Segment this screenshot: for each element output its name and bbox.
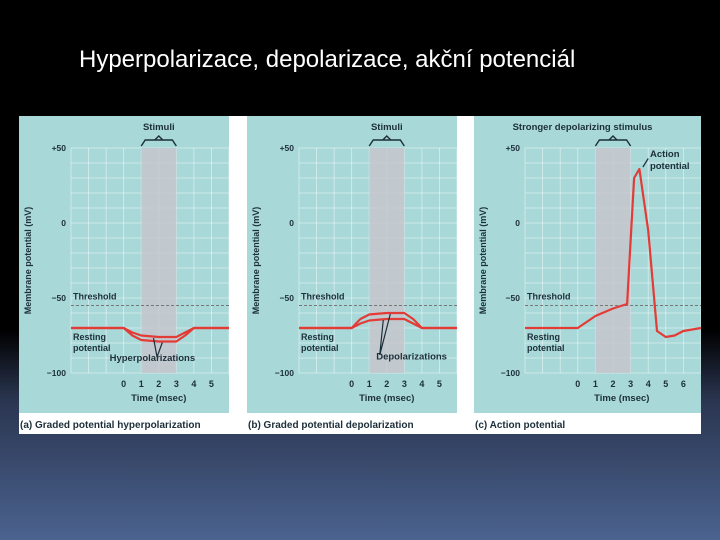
x-tick-label: 5 xyxy=(437,379,442,389)
stimulus-band xyxy=(141,148,177,373)
y-tick-label: +50 xyxy=(280,143,295,153)
x-tick-label: 4 xyxy=(419,379,424,389)
threshold-label: Threshold xyxy=(301,292,345,302)
panel-caption: (b) Graded potential depolarization xyxy=(248,420,414,431)
x-tick-label: 3 xyxy=(174,379,179,389)
stimulus-label: Stimuli xyxy=(143,122,175,133)
x-axis-label: Time (msec) xyxy=(131,393,186,404)
annotation-pointer xyxy=(152,337,163,358)
y-tick-label: +50 xyxy=(52,143,67,153)
figure-panels: Stimuli Threshold Resting potential +50 0 −50−… xyxy=(19,116,701,434)
x-tick-label: 0 xyxy=(349,379,354,389)
series-line-1 xyxy=(525,167,701,339)
y-tick-label: 0 xyxy=(61,218,66,228)
panel-caption: (c) Action potential xyxy=(475,420,565,431)
x-axis-label: Time (msec) xyxy=(594,393,649,404)
y-axis-label: Membrane potential (mV) xyxy=(478,207,488,315)
stimulus-band xyxy=(369,148,405,373)
threshold-label: Threshold xyxy=(73,292,117,302)
y-tick-label: 0 xyxy=(515,218,520,228)
y-tick-label: −100 xyxy=(501,368,520,378)
graded-and-action-potential-charts: StimuliThresholdRestingpotential+500−50−… xyxy=(19,116,701,431)
stimulus-bracket xyxy=(368,139,405,147)
stimulus-bracket-tip xyxy=(382,135,392,141)
resting-label: Resting xyxy=(301,332,334,342)
x-tick-label: 3 xyxy=(628,379,633,389)
annotation-pointer xyxy=(642,158,649,168)
resting-label: potential xyxy=(527,343,565,353)
y-tick-label: 0 xyxy=(289,218,294,228)
x-tick-label: 3 xyxy=(402,379,407,389)
panel-caption: (a) Graded potential hyperpolarization xyxy=(20,420,201,431)
annotation-label: Hyperpolarizations xyxy=(110,353,196,364)
x-tick-label: 2 xyxy=(610,379,615,389)
stimulus-label: Stimuli xyxy=(371,122,403,133)
x-axis-label: Time (msec) xyxy=(359,393,414,404)
threshold-label: Threshold xyxy=(527,292,571,302)
annotation-label: potential xyxy=(650,161,690,172)
x-tick-label: 5 xyxy=(663,379,668,389)
series-line-2 xyxy=(299,311,457,330)
annotation-label: Depolarizations xyxy=(376,352,447,363)
x-tick-label: 4 xyxy=(191,379,196,389)
x-tick-label: 0 xyxy=(575,379,580,389)
stimulus-bracket-tip xyxy=(154,135,164,141)
x-tick-label: 4 xyxy=(646,379,651,389)
y-tick-label: +50 xyxy=(506,143,521,153)
y-tick-label: −50 xyxy=(52,293,67,303)
resting-label: Resting xyxy=(73,332,106,342)
y-axis-label: Membrane potential (mV) xyxy=(251,207,261,315)
stimulus-label: Stronger depolarizing stimulus xyxy=(513,122,653,133)
y-tick-label: −100 xyxy=(275,368,294,378)
resting-label: potential xyxy=(301,343,339,353)
annotation-pointer xyxy=(379,313,391,356)
stimulus-band xyxy=(595,148,631,373)
resting-label: Resting xyxy=(527,332,560,342)
slide-title: Hyperpolarizace, depolarizace, akční pot… xyxy=(79,46,576,73)
y-tick-label: −50 xyxy=(506,293,521,303)
x-tick-label: 2 xyxy=(156,379,161,389)
chart-panel-3: Stronger depolarizing stimulus Threshold R… xyxy=(474,116,701,431)
y-tick-label: −50 xyxy=(280,293,295,303)
panel-background xyxy=(474,116,701,413)
x-tick-label: 1 xyxy=(139,379,144,389)
y-axis-label: Membrane potential (mV) xyxy=(23,207,33,315)
stimulus-bracket-tip xyxy=(608,135,618,141)
x-tick-label: 0 xyxy=(121,379,126,389)
series-line-2 xyxy=(71,326,229,343)
x-tick-label: 2 xyxy=(384,379,389,389)
stimulus-bracket xyxy=(594,139,632,147)
annotation-label: Action xyxy=(650,149,680,160)
x-tick-label: 6 xyxy=(681,379,686,389)
x-tick-label: 1 xyxy=(367,379,372,389)
x-tick-label: 5 xyxy=(209,379,214,389)
resting-label: potential xyxy=(73,343,111,353)
y-tick-label: −100 xyxy=(47,368,66,378)
stimulus-bracket xyxy=(140,139,177,147)
x-tick-label: 1 xyxy=(593,379,598,389)
